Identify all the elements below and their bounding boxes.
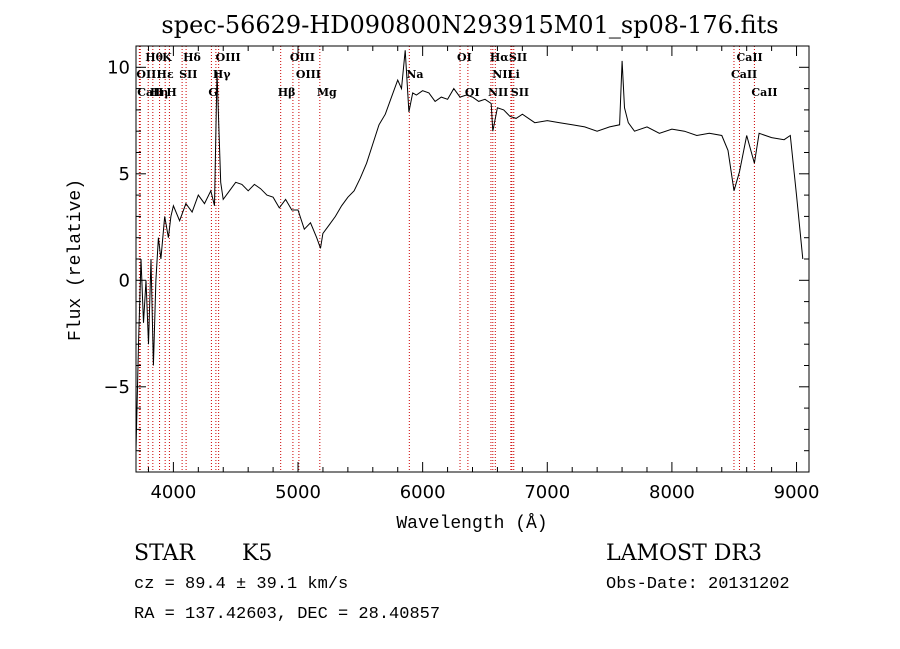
chart-title: spec-56629-HD090800N293915M01_sp08-176.f… bbox=[161, 11, 778, 39]
x-tick-label: 7000 bbox=[524, 482, 570, 503]
spectral-line-label: SII bbox=[179, 68, 197, 81]
spectral-line-label: OIII bbox=[296, 68, 321, 81]
y-tick-label: 5 bbox=[119, 164, 130, 185]
spectral-line-label: CaII bbox=[751, 86, 777, 99]
spectral-line-label: CaII bbox=[137, 86, 163, 99]
spectral-line-label: G bbox=[208, 86, 217, 99]
coordinates-text: RA = 137.42603, DEC = 28.40857 bbox=[134, 605, 440, 624]
spectral-line-label: CaII bbox=[731, 68, 757, 81]
spectral-line-label: Hγ bbox=[213, 68, 231, 81]
y-tick-label: 10 bbox=[107, 57, 130, 78]
x-tick-label: 5000 bbox=[275, 482, 321, 503]
x-axis: 4000 5000 6000 7000 8000 9000 bbox=[147, 46, 820, 503]
spectral-line-label: Hε bbox=[157, 68, 174, 81]
x-tick-label: 4000 bbox=[150, 482, 196, 503]
y-axis: −5 0 5 10 bbox=[103, 45, 809, 473]
spectral-line-markers bbox=[138, 46, 755, 472]
spectral-line-label: Hθ bbox=[145, 51, 163, 64]
object-subclass: K5 bbox=[242, 541, 272, 566]
y-tick-label: 0 bbox=[119, 270, 130, 291]
y-tick-label: −5 bbox=[103, 377, 130, 398]
object-class: STAR bbox=[134, 541, 196, 566]
spectral-line-label: CaII bbox=[736, 51, 762, 64]
spectral-line-label: Na bbox=[406, 68, 423, 81]
spectral-line-label: Mg bbox=[317, 86, 337, 99]
spectral-line-label: Hβ bbox=[278, 86, 296, 99]
spectral-line-label: SII bbox=[509, 51, 527, 64]
x-tick-label: 8000 bbox=[649, 482, 695, 503]
redshift-text: cz = 89.4 ± 39.1 km/s bbox=[134, 575, 348, 594]
spectrum-series-line bbox=[135, 50, 804, 451]
x-axis-label: Wavelength (Å) bbox=[396, 513, 547, 534]
spectral-line-label: NII bbox=[492, 68, 512, 81]
spectral-line-label: OII bbox=[136, 68, 156, 81]
spectral-line-label: Hδ bbox=[183, 51, 201, 64]
spectral-line-label: Li bbox=[508, 68, 520, 81]
y-axis-label: Flux (relative) bbox=[66, 179, 86, 341]
obs-date: Obs-Date: 20131202 bbox=[606, 575, 790, 594]
spectral-line-label: NII bbox=[488, 86, 508, 99]
spectral-line-label: OI bbox=[457, 51, 472, 64]
x-tick-label: 6000 bbox=[400, 482, 446, 503]
survey-name: LAMOST DR3 bbox=[606, 541, 762, 566]
spectral-line-label: Hη bbox=[150, 86, 168, 99]
spectral-line-label: Hα bbox=[490, 51, 509, 64]
spectral-line-label: OIII bbox=[216, 51, 241, 64]
plot-frame bbox=[135, 45, 810, 473]
spectral-line-label: OIII bbox=[290, 51, 315, 64]
x-tick-label: 9000 bbox=[774, 482, 820, 503]
spectral-line-label: K bbox=[162, 51, 172, 64]
spectral-line-label: SII bbox=[511, 86, 529, 99]
spectral-line-label: H bbox=[166, 86, 176, 99]
